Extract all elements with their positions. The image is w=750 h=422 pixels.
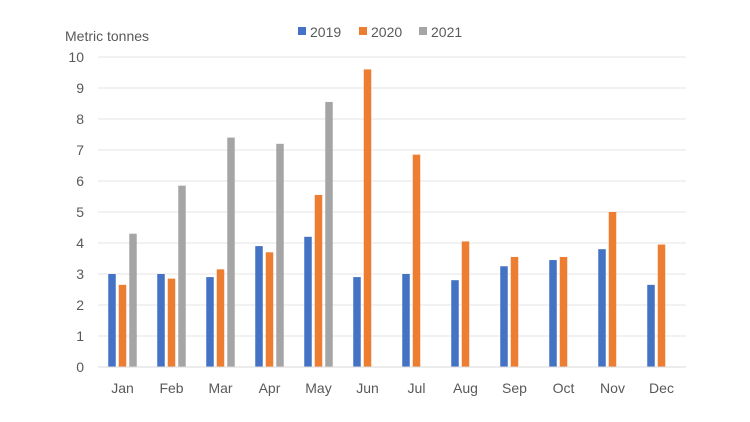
bar-2020-jan — [118, 284, 127, 367]
bar-2020-feb — [167, 278, 176, 367]
y-axis-ticks: 0 1 2 3 4 5 6 7 8 9 10 — [68, 49, 84, 375]
bar-2021-may — [325, 101, 333, 367]
y-tick-label: 6 — [76, 173, 84, 189]
x-tick-label: Jul — [408, 380, 426, 396]
bar-2020-jun — [363, 69, 372, 368]
legend-swatch — [298, 27, 306, 35]
x-tick-label: Sep — [502, 380, 527, 396]
legend-label: 2019 — [310, 24, 341, 40]
y-tick-label: 1 — [76, 328, 84, 344]
x-tick-label: Aug — [453, 380, 478, 396]
x-tick-label: Feb — [159, 380, 183, 396]
bar-2019-nov — [598, 249, 606, 367]
bar-2020-mar — [216, 269, 225, 367]
y-tick-label: 0 — [76, 359, 84, 375]
bar-2021-apr — [276, 143, 284, 367]
y-tick-label: 9 — [76, 80, 84, 96]
x-axis-ticks: Jan Feb Mar Apr May Jun Jul Aug Sep Oct Nov Dec — [111, 380, 674, 396]
y-tick-label: 2 — [76, 297, 84, 313]
x-tick-label: May — [305, 380, 331, 396]
bar-2020-apr — [265, 252, 274, 367]
y-tick-label: 8 — [76, 111, 84, 127]
y-axis-label: Metric tonnes — [65, 28, 149, 44]
legend-label: 2021 — [431, 24, 462, 40]
bar-2019-mar — [206, 277, 214, 367]
bars — [108, 69, 666, 368]
bar-2020-jul — [412, 154, 421, 367]
bar-2019-oct — [549, 260, 557, 367]
bar-2019-dec — [647, 284, 655, 367]
y-tick-label: 7 — [76, 142, 84, 158]
bar-2019-may — [304, 236, 312, 367]
legend: 2019 2020 2021 — [298, 24, 462, 40]
bar-2019-jun — [353, 277, 361, 367]
bar-2021-feb — [178, 185, 186, 367]
x-tick-label: Mar — [208, 380, 232, 396]
x-tick-label: Apr — [259, 380, 281, 396]
bar-2021-mar — [227, 137, 235, 367]
legend-label: 2020 — [371, 24, 402, 40]
y-tick-label: 3 — [76, 266, 84, 282]
x-tick-label: Nov — [600, 380, 625, 396]
y-tick-label: 5 — [76, 204, 84, 220]
bar-2020-nov — [608, 212, 617, 367]
bar-2020-oct — [559, 256, 568, 367]
y-tick-label: 4 — [76, 235, 84, 251]
bar-2019-jul — [402, 274, 410, 367]
bar-2020-sep — [510, 256, 519, 367]
bar-2021-jan — [129, 233, 137, 367]
x-tick-label: Jun — [356, 380, 379, 396]
bar-2019-jan — [108, 274, 116, 367]
y-tick-label: 10 — [68, 49, 84, 65]
x-tick-label: Jan — [111, 380, 134, 396]
bar-2019-apr — [255, 246, 263, 367]
bar-2019-feb — [157, 274, 165, 367]
gridlines — [98, 56, 686, 337]
x-tick-label: Oct — [553, 380, 575, 396]
bar-2019-aug — [451, 280, 459, 367]
x-tick-label: Dec — [649, 380, 674, 396]
bar-2019-sep — [500, 266, 508, 367]
bar-2020-aug — [461, 241, 470, 367]
legend-swatch — [419, 27, 427, 35]
legend-swatch — [359, 27, 367, 35]
bar-2020-may — [314, 194, 323, 367]
bar-2020-dec — [657, 244, 666, 367]
